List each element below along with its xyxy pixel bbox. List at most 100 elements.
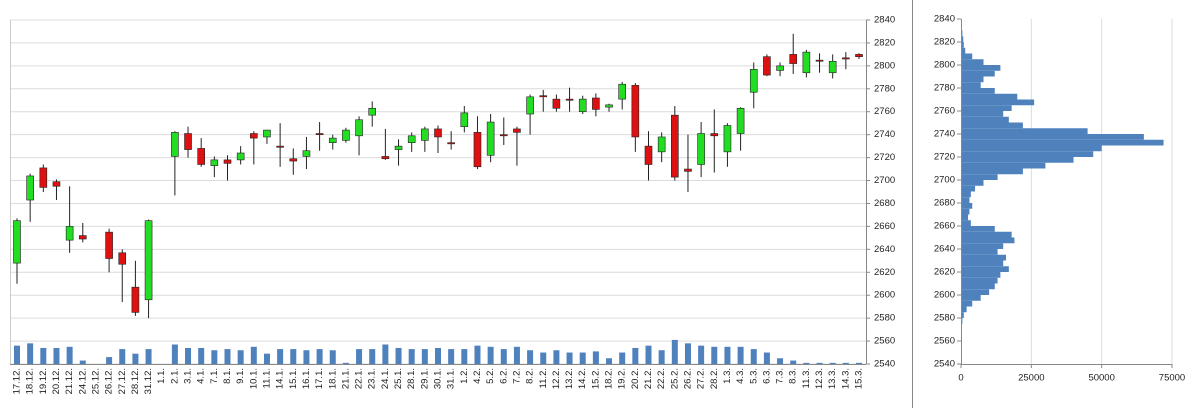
- histogram-bar: [961, 208, 970, 215]
- histogram-bar: [961, 47, 966, 54]
- candle-body: [644, 145, 653, 165]
- y-tick-label: 2560: [874, 336, 895, 347]
- x-tick-label: 27.2.: [696, 368, 707, 389]
- candle-body: [276, 145, 284, 148]
- x-tick-label: 1.1.: [156, 368, 167, 384]
- volume-bar: [132, 353, 139, 364]
- histogram-bar: [961, 226, 995, 232]
- candle-body: [171, 132, 179, 157]
- x-tick-label: 22.2.: [656, 368, 667, 389]
- histogram-bar: [961, 266, 1009, 272]
- y-tick-label: 2800: [874, 60, 895, 71]
- volume-bar: [263, 353, 270, 364]
- volume-bar: [527, 350, 534, 364]
- volume-bar: [66, 346, 73, 364]
- histogram-bar: [961, 70, 995, 77]
- candle-body: [526, 96, 534, 115]
- y-tick-label: 2620: [874, 267, 895, 278]
- volume-bar: [856, 362, 862, 364]
- candle-body: [407, 135, 416, 143]
- y-tick-label: 2580: [874, 313, 895, 324]
- x-tick-label: 28.12.: [130, 368, 141, 394]
- candle-body: [736, 107, 745, 134]
- x-tick-label: 4.1.: [196, 368, 207, 384]
- histogram-bar: [961, 42, 964, 48]
- volume-bar: [540, 352, 547, 364]
- histogram-bar: [961, 111, 1004, 117]
- x-tick-label: 28.1.: [406, 368, 417, 389]
- volume-bar: [750, 349, 757, 364]
- histogram-bar: [961, 134, 1144, 140]
- candle-body: [815, 59, 824, 62]
- x-tick-label: 28.2.: [709, 368, 720, 389]
- volume-bar: [211, 350, 218, 364]
- candle-body: [776, 65, 784, 71]
- x-tick-label: 6.3.: [761, 368, 772, 384]
- candle-body: [118, 252, 127, 265]
- x-tick-label: 18.1.: [327, 368, 338, 389]
- y-tick-label: 2540: [874, 359, 895, 370]
- y-tick-label: 2600: [934, 290, 955, 301]
- volume-bar: [553, 350, 560, 364]
- y-tick-label: 2540: [934, 359, 955, 370]
- volume-bar: [461, 349, 468, 364]
- histogram-bar: [961, 157, 1074, 163]
- volume-bar: [290, 349, 297, 364]
- histogram-bar: [961, 214, 969, 221]
- candle-body: [513, 128, 521, 133]
- volume-bar: [790, 360, 797, 364]
- x-tick-label: 16.1.: [301, 368, 312, 389]
- x-tick-label: 14.2.: [577, 368, 588, 389]
- volume-bar: [671, 339, 678, 364]
- x-tick-label: 8.2.: [525, 368, 536, 384]
- volume-bar: [356, 349, 363, 364]
- y-tick-label: 2800: [934, 60, 955, 71]
- candle-body: [565, 98, 574, 101]
- volume-bar: [487, 346, 494, 364]
- x-tick-label: 12.3.: [814, 368, 825, 389]
- x-tick-label: 3.1.: [183, 368, 194, 384]
- candle-body: [184, 133, 192, 150]
- histogram-bar: [961, 254, 1007, 261]
- x-tick-label: 4.2.: [472, 368, 483, 384]
- y-tick-label: 2760: [874, 106, 895, 117]
- histogram-bar: [961, 122, 1023, 129]
- candle-body: [26, 175, 34, 201]
- candle-body: [631, 85, 640, 138]
- x-tick-label: 1.3.: [722, 368, 733, 384]
- volume-bar: [171, 344, 178, 364]
- x-tick-label: 50000: [1088, 373, 1114, 384]
- x-tick-label: 27.12.: [117, 368, 128, 394]
- volume-bar: [448, 349, 455, 364]
- x-tick-label: 75000: [1159, 373, 1185, 384]
- y-tick-label: 2660: [934, 221, 955, 232]
- y-tick-label: 2680: [934, 198, 955, 209]
- x-tick-label: 15.3.: [854, 368, 865, 389]
- x-tick-label: 31.1.: [446, 368, 457, 389]
- volume-bar: [658, 350, 665, 364]
- y-tick-label: 2560: [934, 336, 955, 347]
- candle-body: [263, 129, 271, 138]
- y-tick-label: 2700: [874, 175, 895, 186]
- histogram-bar: [961, 300, 973, 307]
- x-tick-label: 30.1.: [433, 368, 444, 389]
- volume-bar: [14, 345, 20, 364]
- x-tick-label: 7.3.: [775, 368, 786, 384]
- volume-bar: [237, 350, 244, 364]
- candle-body: [381, 156, 390, 160]
- y-tick-label: 2840: [874, 15, 895, 26]
- x-tick-label: 21.1.: [340, 368, 351, 389]
- volume-bar: [303, 350, 310, 364]
- candle-body: [250, 133, 258, 139]
- volume-bar: [566, 352, 573, 364]
- candle-body: [355, 119, 363, 137]
- x-tick-label: 2.1.: [169, 368, 180, 384]
- histogram-bar: [961, 82, 981, 88]
- y-tick-label: 2740: [874, 129, 895, 140]
- candle-body: [236, 152, 245, 161]
- x-tick-label: 0: [958, 373, 963, 384]
- histogram-bar: [961, 277, 998, 284]
- volume-bar: [40, 347, 47, 364]
- candle-body: [144, 220, 153, 301]
